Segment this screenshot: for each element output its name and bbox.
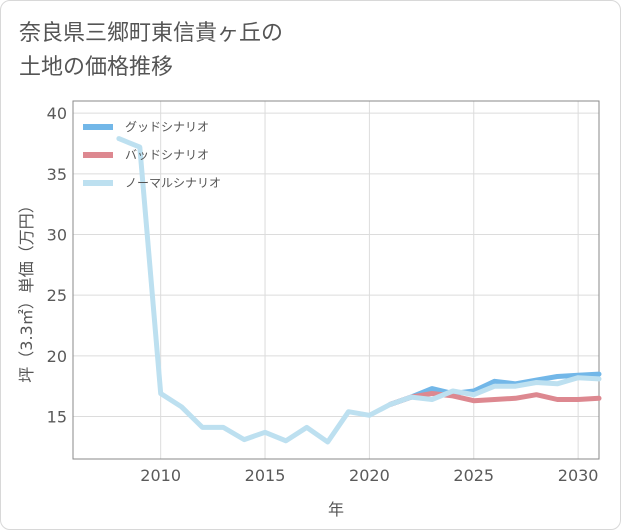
series-lines [116, 136, 602, 445]
x-tick-labels: 2010 2015 2020 2025 2030 [140, 466, 598, 485]
series-line-2 [387, 391, 602, 407]
y-tick-label: 20 [47, 347, 67, 366]
legend-label: ノーマルシナリオ [125, 176, 221, 190]
x-tick-label: 2015 [245, 466, 286, 485]
title-line-1: 奈良県三郷町東信貴ヶ丘の [19, 21, 284, 46]
x-tick-label: 2010 [140, 466, 181, 485]
y-tick-label: 35 [47, 165, 67, 184]
x-tick-label: 2025 [453, 466, 494, 485]
y-tick-label: 25 [47, 286, 67, 305]
series-line-1 [387, 371, 602, 407]
x-tick-label: 2030 [558, 466, 599, 485]
y-tick-label: 30 [47, 225, 67, 244]
title-line-2: 土地の価格推移 [19, 55, 174, 80]
plot-frame [72, 100, 600, 460]
legend-label: バッドシナリオ [125, 148, 209, 162]
chart-title: 奈良県三郷町東信貴ヶ丘の 土地の価格推移 [19, 17, 283, 85]
y-tick-labels: 15 20 25 30 35 40 [47, 104, 67, 426]
grid [73, 101, 599, 459]
y-tick-label: 15 [47, 408, 67, 427]
x-tick-label: 2020 [349, 466, 390, 485]
legend-label: グッドシナリオ [125, 120, 209, 134]
series-line-3 [116, 136, 602, 445]
y-tick-label: 40 [47, 104, 67, 123]
x-axis-label: 年 [328, 500, 344, 519]
y-axis-label: 坪（3.3㎡）単価（万円） [17, 197, 36, 382]
